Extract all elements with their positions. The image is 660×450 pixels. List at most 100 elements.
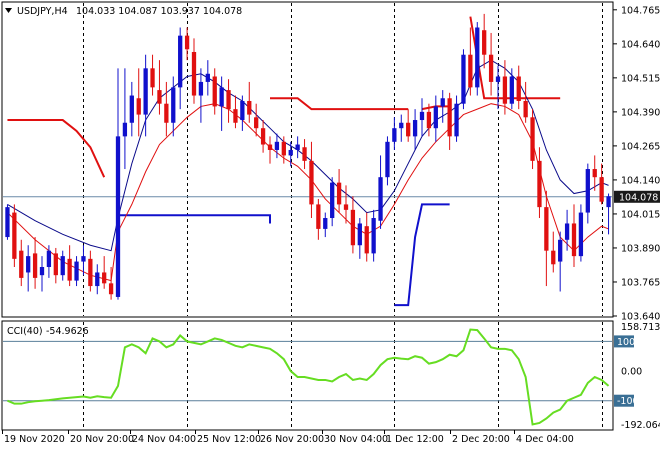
candle-body <box>392 128 397 142</box>
candle <box>488 32 494 96</box>
candle <box>39 256 45 292</box>
candle-body <box>406 122 411 137</box>
candle <box>336 169 342 213</box>
candle-body <box>330 182 335 219</box>
candle <box>260 120 266 153</box>
candle <box>606 193 611 235</box>
ohlc-values: 104.033 104.087 103.937 104.078 <box>76 6 242 17</box>
candle <box>357 218 362 259</box>
candle <box>364 212 369 262</box>
price-tick-label: 104.515 <box>621 73 660 84</box>
candle <box>88 250 93 292</box>
candle-body <box>454 103 459 137</box>
current-price-label: 104.078 <box>619 192 658 203</box>
candle-body <box>53 253 58 276</box>
candle <box>171 76 176 137</box>
candle-body <box>191 51 197 96</box>
candle <box>240 95 245 131</box>
candle-body <box>178 35 183 88</box>
candle <box>191 38 197 104</box>
candle-body <box>122 122 128 137</box>
candle <box>564 209 570 251</box>
candle <box>406 109 411 142</box>
candle <box>343 185 349 224</box>
candle-body <box>585 169 590 213</box>
candle-body <box>281 141 286 156</box>
price-tick-label: 103.765 <box>621 277 660 288</box>
candle-body <box>558 239 563 262</box>
candle-body <box>336 182 342 205</box>
candle <box>330 177 335 227</box>
candle-body <box>295 144 300 150</box>
candle <box>447 92 452 150</box>
candle <box>482 13 487 69</box>
candle <box>184 27 190 61</box>
symbol-title: USDJPY,H4 <box>17 6 68 17</box>
indicator-pane[interactable] <box>1 320 614 431</box>
candle <box>115 68 121 300</box>
candle <box>157 60 162 115</box>
candle-body <box>88 258 93 287</box>
time-axis-label: 20 Nov 20:00 <box>70 434 134 445</box>
candle <box>164 81 169 137</box>
candle-body <box>433 106 438 129</box>
cci-tick-label: 100 <box>617 337 635 348</box>
candle-body <box>12 212 17 259</box>
price-pane[interactable] <box>1 1 614 318</box>
candle <box>585 163 590 224</box>
candle <box>475 22 480 96</box>
indicator-tick-labels: 158.7135 100 0.00 -100 -192.0645 <box>614 322 660 431</box>
candle-body <box>157 90 162 104</box>
candle-body <box>254 117 259 129</box>
candle <box>516 65 521 110</box>
candle-body <box>39 267 45 276</box>
candle-body <box>482 30 487 55</box>
candle-body <box>108 283 114 295</box>
candle-body <box>260 128 266 145</box>
candle <box>495 65 501 110</box>
candle <box>316 198 321 240</box>
candle <box>53 247 58 284</box>
candle-body <box>26 256 31 273</box>
candle <box>461 49 466 110</box>
time-axis-label: 1 Dec 12:00 <box>386 434 444 445</box>
candle-body <box>364 226 369 254</box>
candle-body <box>316 204 321 229</box>
candle <box>537 147 542 219</box>
candle <box>592 155 597 191</box>
candle <box>399 114 404 142</box>
candle-body <box>385 141 390 178</box>
candle-body <box>516 76 521 101</box>
candle <box>219 76 224 131</box>
candle-body <box>350 209 356 246</box>
cci-tick-label: 158.7135 <box>621 322 660 333</box>
candle <box>281 136 286 164</box>
red-stop-line <box>270 97 409 111</box>
menu-triangle-icon[interactable] <box>5 8 12 13</box>
candle-body <box>495 76 501 82</box>
candle-body <box>488 54 494 82</box>
cci-level-tag <box>614 335 634 348</box>
candle <box>12 204 17 268</box>
candle <box>150 54 155 96</box>
candle <box>129 81 134 137</box>
candle-body <box>198 81 204 96</box>
candle <box>502 60 508 115</box>
candle-body <box>32 253 38 278</box>
candle <box>46 245 52 278</box>
candle-body <box>81 256 86 262</box>
red-stop-line <box>7 119 106 178</box>
cci-level-tag <box>614 394 634 407</box>
price-tick-label: 104.140 <box>621 175 660 186</box>
candle-body <box>95 272 100 287</box>
candle-body <box>523 100 528 118</box>
candle <box>95 264 100 295</box>
time-axis-label: 4 Dec 04:00 <box>516 434 574 445</box>
candle-body <box>150 68 155 88</box>
candle-body <box>592 169 597 178</box>
candle-body <box>102 272 107 284</box>
candle <box>544 190 549 287</box>
candle-body <box>371 218 376 254</box>
